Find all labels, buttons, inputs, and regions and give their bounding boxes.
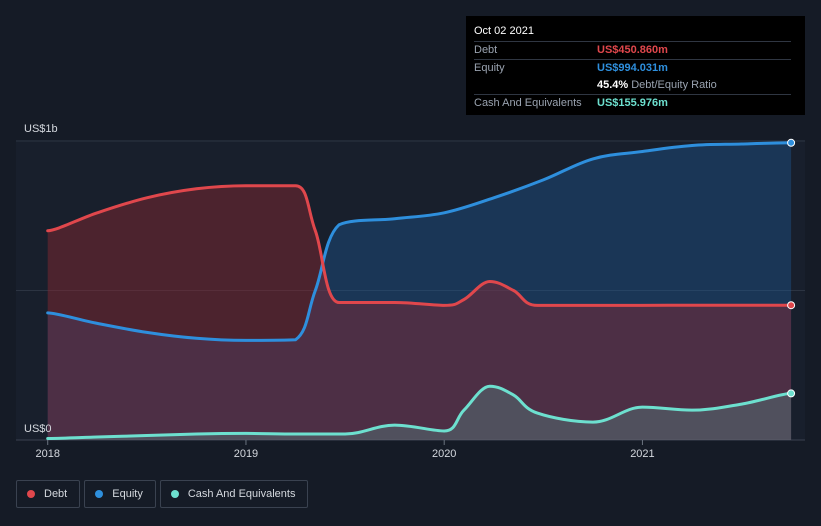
tooltip-debt-label: Debt [474, 44, 498, 56]
legend-item-debt[interactable]: Debt [16, 480, 81, 508]
x-tick-label: 2018 [35, 448, 59, 460]
tooltip-ratio-value: 45.4% [597, 79, 629, 91]
series-end-markers [787, 138, 796, 398]
legend-cash-dot [170, 490, 179, 498]
series-areas [47, 142, 792, 441]
legend-debt-dot [27, 490, 35, 498]
cash-line [46, 384, 793, 440]
x-axis-ticks: 2018 2019 2020 2021 [35, 440, 655, 460]
tooltip-equity-label: Equity [474, 61, 505, 74]
legend-item-cash[interactable]: Cash And Equivalents [159, 480, 309, 508]
cash-end-marker [787, 389, 796, 398]
tooltip-cash-value: US$155.976m [597, 96, 668, 109]
tooltip-ratio-label: Debt/Equity Ratio [631, 79, 717, 91]
equity-line [46, 141, 793, 342]
x-tick-label: 2020 [432, 448, 456, 460]
debt-line [46, 184, 793, 307]
tooltip-debt-value: US$450.860m [597, 44, 668, 56]
cash-area [47, 386, 792, 440]
legend-equity-dot [95, 490, 104, 498]
tooltip-cash-label: Cash And Equivalents [474, 96, 582, 109]
x-tick-label: 2019 [234, 448, 258, 460]
tooltip-equity-value: US$994.031m [597, 61, 668, 74]
legend-cash-label: Cash And Equivalents [187, 488, 296, 500]
debt-area [47, 185, 792, 440]
tooltip-equity-row: Equity US$994.031m [474, 58, 791, 77]
legend-equity-label: Equity [112, 488, 143, 500]
equity-end-marker [787, 138, 796, 147]
debt-end-marker [787, 301, 796, 310]
legend-item-equity[interactable]: Equity [84, 480, 156, 508]
data-tooltip: Oct 02 2021 Debt US$450.860m Equity US$9… [466, 16, 805, 115]
chart-legend: Debt Equity Cash And Equivalents [16, 480, 309, 508]
grid [16, 140, 805, 441]
tooltip-cash-row: Cash And Equivalents US$155.976m [474, 93, 791, 112]
tooltip-debt-row: Debt US$450.860m [474, 41, 791, 59]
tooltip-ratio-row: 45.4% Debt/Equity Ratio [474, 76, 791, 94]
legend-debt-label: Debt [44, 488, 68, 500]
x-tick-label: 2021 [630, 448, 654, 460]
y-axis-top-label: US$1b [24, 123, 58, 135]
y-axis-bottom-label: US$0 [24, 423, 52, 435]
tooltip-date: Oct 02 2021 [474, 25, 534, 37]
equity-area [47, 142, 792, 441]
series-lines [46, 141, 793, 440]
